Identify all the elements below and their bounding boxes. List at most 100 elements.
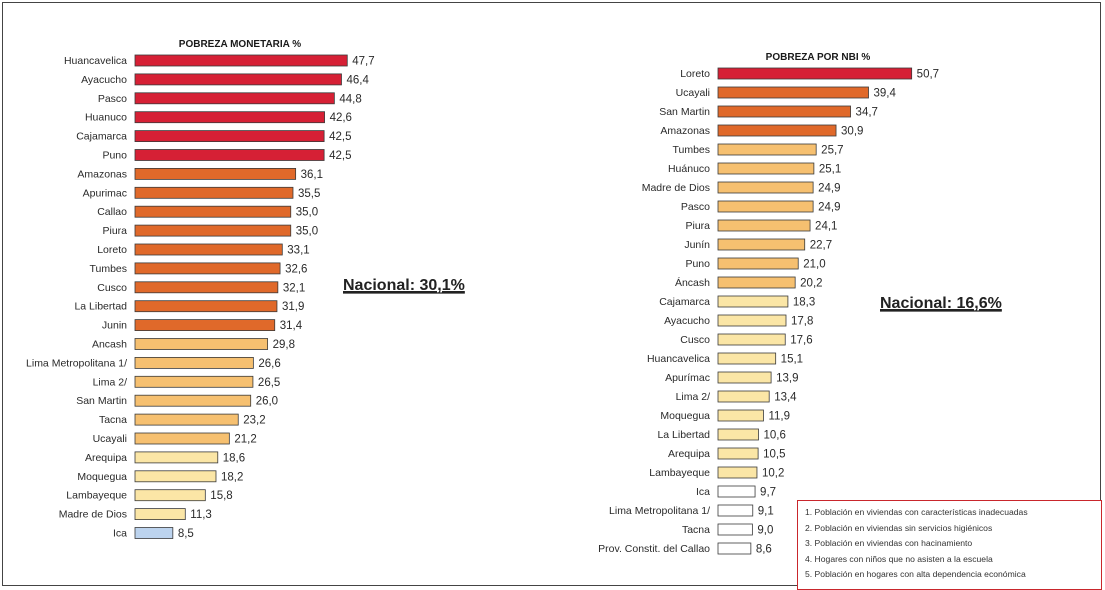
data-label: 9,0 xyxy=(757,525,773,537)
data-label: 10,5 xyxy=(763,449,785,461)
category-label: Junín xyxy=(684,239,710,251)
category-label: Ancash xyxy=(92,339,127,351)
data-label: 23,2 xyxy=(243,415,265,427)
note-item: 5. Población en hogares con alta depende… xyxy=(805,569,1026,580)
category-label: Apurimac xyxy=(83,187,127,199)
bar xyxy=(134,92,335,105)
chart-title: POBREZA MONETARIA % xyxy=(179,39,302,50)
bar xyxy=(134,73,342,86)
bar xyxy=(134,205,292,218)
bar xyxy=(134,54,348,67)
bar xyxy=(134,375,254,388)
category-label: Apurímac xyxy=(665,372,710,384)
category-label: Huánuco xyxy=(668,163,710,175)
data-label: 21,0 xyxy=(803,259,825,271)
category-label: Amazonas xyxy=(660,125,710,137)
category-label: Huancavelica xyxy=(64,55,127,67)
bar xyxy=(134,149,325,161)
category-label: Piura xyxy=(685,220,710,232)
category-label: Huancavelica xyxy=(647,353,710,365)
category-label: Cusco xyxy=(680,334,710,346)
category-label: Ucayali xyxy=(93,433,127,445)
note-item: 2. Población en viviendas sin servicios … xyxy=(805,522,993,533)
data-label: 15,8 xyxy=(210,490,232,502)
data-label: 39,4 xyxy=(874,88,897,100)
bar xyxy=(717,86,869,99)
category-label: Ica xyxy=(696,486,710,498)
bar xyxy=(134,130,325,143)
category-label: Junin xyxy=(102,320,127,332)
data-label: 9,7 xyxy=(760,487,776,499)
bar xyxy=(717,143,817,156)
data-label: 10,2 xyxy=(762,468,784,480)
data-label: 18,2 xyxy=(221,471,243,483)
bar xyxy=(717,409,764,422)
data-label: 13,4 xyxy=(774,392,797,404)
data-label: 32,6 xyxy=(285,263,307,275)
category-label: Pasco xyxy=(98,93,127,105)
data-label: 25,7 xyxy=(821,145,843,157)
data-label: 21,2 xyxy=(234,434,256,446)
category-label: Puno xyxy=(685,258,710,270)
data-label: 35,0 xyxy=(296,207,318,219)
data-label: 17,6 xyxy=(790,335,812,347)
bar xyxy=(134,111,325,124)
bar xyxy=(717,523,753,536)
data-label: 50,7 xyxy=(917,69,939,81)
data-label: 31,4 xyxy=(280,320,303,332)
data-label: 35,0 xyxy=(296,226,318,238)
category-label: Prov. Constit. del Callao xyxy=(598,543,710,555)
category-label: Arequipa xyxy=(85,452,127,464)
category-label: Callao xyxy=(97,206,127,218)
bar xyxy=(717,276,796,289)
data-label: 46,4 xyxy=(346,74,369,86)
data-label: 18,6 xyxy=(223,452,245,464)
data-label: 42,5 xyxy=(329,131,351,143)
chart-title: POBREZA POR NBI % xyxy=(766,52,871,63)
bar xyxy=(134,338,269,350)
category-label: Huanuco xyxy=(85,112,127,124)
category-label: La Libertad xyxy=(657,429,710,441)
bar xyxy=(717,219,811,232)
bar xyxy=(134,470,217,483)
bar xyxy=(717,181,814,194)
data-label: 36,1 xyxy=(301,169,323,181)
bar xyxy=(717,542,752,555)
data-label: 26,6 xyxy=(258,358,280,370)
bar xyxy=(134,167,297,180)
category-label: Madre de Dios xyxy=(642,182,710,194)
bar xyxy=(717,295,789,308)
category-label: Loreto xyxy=(680,68,710,80)
category-label: Áncash xyxy=(675,276,710,289)
chart-pobreza-nbi: POBREZA POR NBI % Loreto 50,7 Ucayali 39,4 Sa… xyxy=(598,52,1002,556)
category-label: Ayacucho xyxy=(81,74,127,86)
data-label: 8,6 xyxy=(756,544,772,556)
bar xyxy=(717,447,759,460)
category-label: Cajamarca xyxy=(659,296,710,308)
data-label: 25,1 xyxy=(819,164,841,176)
data-label: 11,3 xyxy=(190,509,212,521)
category-label: Ayacucho xyxy=(664,315,710,327)
category-label: Lambayeque xyxy=(66,490,127,502)
category-label: San Martin xyxy=(76,395,127,407)
data-label: 15,1 xyxy=(781,354,803,366)
bar xyxy=(717,485,756,498)
bar xyxy=(134,281,279,294)
data-label: 11,9 xyxy=(768,411,790,423)
bar xyxy=(134,432,230,445)
bar xyxy=(717,333,786,346)
bar xyxy=(134,489,206,502)
category-label: La Libertad xyxy=(74,301,127,313)
bar xyxy=(134,224,292,237)
category-label: San Martin xyxy=(659,106,710,118)
data-label: 24,9 xyxy=(818,202,840,214)
category-label: Cusco xyxy=(97,282,127,294)
category-label: Moquegua xyxy=(77,471,127,483)
note-item: 4. Hogares con niños que no asisten a la… xyxy=(805,553,993,564)
category-label: Amazonas xyxy=(77,168,127,180)
data-label: 29,8 xyxy=(273,339,295,351)
bar xyxy=(717,466,758,479)
bar xyxy=(717,352,777,365)
note-item: 1. Población en viviendas con caracterís… xyxy=(805,507,1028,517)
